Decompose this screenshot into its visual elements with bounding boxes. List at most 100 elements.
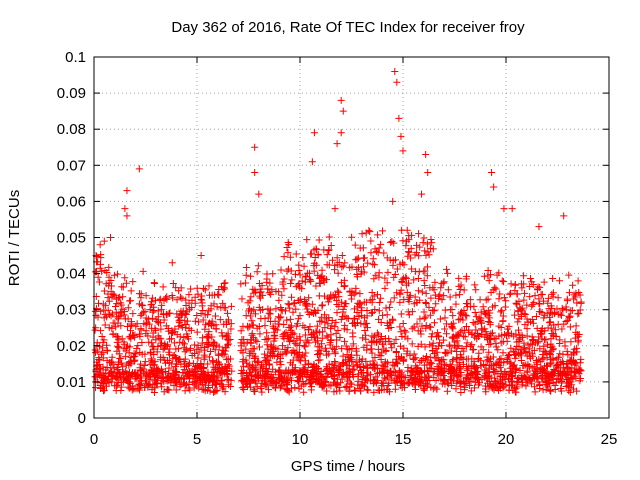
data-point	[412, 379, 420, 387]
data-point	[352, 284, 360, 292]
data-point	[180, 334, 188, 342]
data-point	[344, 356, 352, 364]
data-point	[387, 340, 395, 348]
data-point	[574, 338, 582, 346]
data-point	[523, 325, 531, 333]
data-point	[531, 370, 539, 378]
data-point	[148, 324, 156, 332]
data-point	[495, 295, 503, 303]
data-point	[383, 319, 391, 327]
data-point	[379, 379, 387, 387]
data-point	[490, 183, 498, 191]
data-point	[152, 296, 160, 304]
data-point	[535, 299, 543, 307]
data-point	[222, 321, 230, 329]
data-point	[301, 298, 309, 306]
data-point	[547, 344, 555, 352]
data-point	[396, 298, 404, 306]
data-point	[116, 355, 124, 363]
data-point	[358, 268, 366, 276]
data-point	[127, 287, 135, 295]
data-point	[255, 190, 263, 198]
data-point	[418, 190, 426, 198]
data-point	[164, 357, 172, 365]
data-point	[425, 303, 433, 311]
data-point	[200, 370, 208, 378]
data-point	[186, 375, 194, 383]
data-point	[529, 319, 537, 327]
data-point	[157, 325, 165, 333]
data-point	[172, 386, 180, 394]
data-point	[397, 132, 405, 140]
data-point	[261, 322, 269, 330]
data-point	[346, 287, 354, 295]
data-point	[146, 373, 154, 381]
data-point	[316, 356, 324, 364]
data-point	[262, 381, 270, 389]
data-point	[508, 378, 516, 386]
data-point	[158, 301, 166, 309]
data-point	[536, 364, 544, 372]
x-tick-label: 25	[601, 431, 618, 448]
data-point	[157, 365, 165, 373]
data-point	[343, 372, 351, 380]
data-point	[517, 280, 525, 288]
data-point	[338, 313, 346, 321]
data-point	[468, 330, 476, 338]
data-point	[359, 334, 367, 342]
data-point	[403, 347, 411, 355]
data-point	[296, 283, 304, 291]
data-point	[181, 348, 189, 356]
data-point	[247, 293, 255, 301]
data-point	[440, 292, 448, 300]
data-point	[528, 278, 536, 286]
data-point	[247, 339, 255, 347]
data-point	[267, 290, 275, 298]
data-point	[95, 278, 103, 286]
data-point	[505, 352, 513, 360]
data-point	[431, 384, 439, 392]
data-point	[125, 349, 133, 357]
data-point	[278, 291, 286, 299]
data-point	[333, 336, 341, 344]
data-point	[379, 368, 387, 376]
data-point	[514, 378, 522, 386]
data-point	[388, 238, 396, 246]
data-point	[402, 274, 410, 282]
data-point	[141, 362, 149, 370]
data-point	[292, 368, 300, 376]
data-point	[115, 294, 123, 302]
data-point	[211, 312, 219, 320]
data-point	[428, 330, 436, 338]
data-point	[373, 329, 381, 337]
data-point	[424, 169, 432, 177]
data-point	[318, 313, 326, 321]
data-point	[482, 296, 490, 304]
data-point	[175, 322, 183, 330]
data-point	[283, 380, 291, 388]
data-point	[421, 373, 429, 381]
data-point	[520, 344, 528, 352]
data-point	[98, 384, 106, 392]
data-point	[349, 333, 357, 341]
data-point	[181, 387, 189, 395]
data-point	[242, 279, 250, 287]
data-point	[400, 344, 408, 352]
data-point	[99, 338, 107, 346]
data-point	[513, 375, 521, 383]
data-point	[168, 360, 176, 368]
data-point	[528, 315, 536, 323]
data-point	[440, 376, 448, 384]
data-point	[554, 294, 562, 302]
data-point	[238, 295, 246, 303]
data-point	[426, 353, 434, 361]
data-point	[113, 381, 121, 389]
data-point	[184, 335, 192, 343]
data-point	[250, 388, 258, 396]
axis-ticks	[93, 56, 610, 419]
data-point	[205, 328, 213, 336]
data-point	[383, 385, 391, 393]
data-point	[548, 330, 556, 338]
data-point	[113, 333, 121, 341]
data-point	[170, 339, 178, 347]
